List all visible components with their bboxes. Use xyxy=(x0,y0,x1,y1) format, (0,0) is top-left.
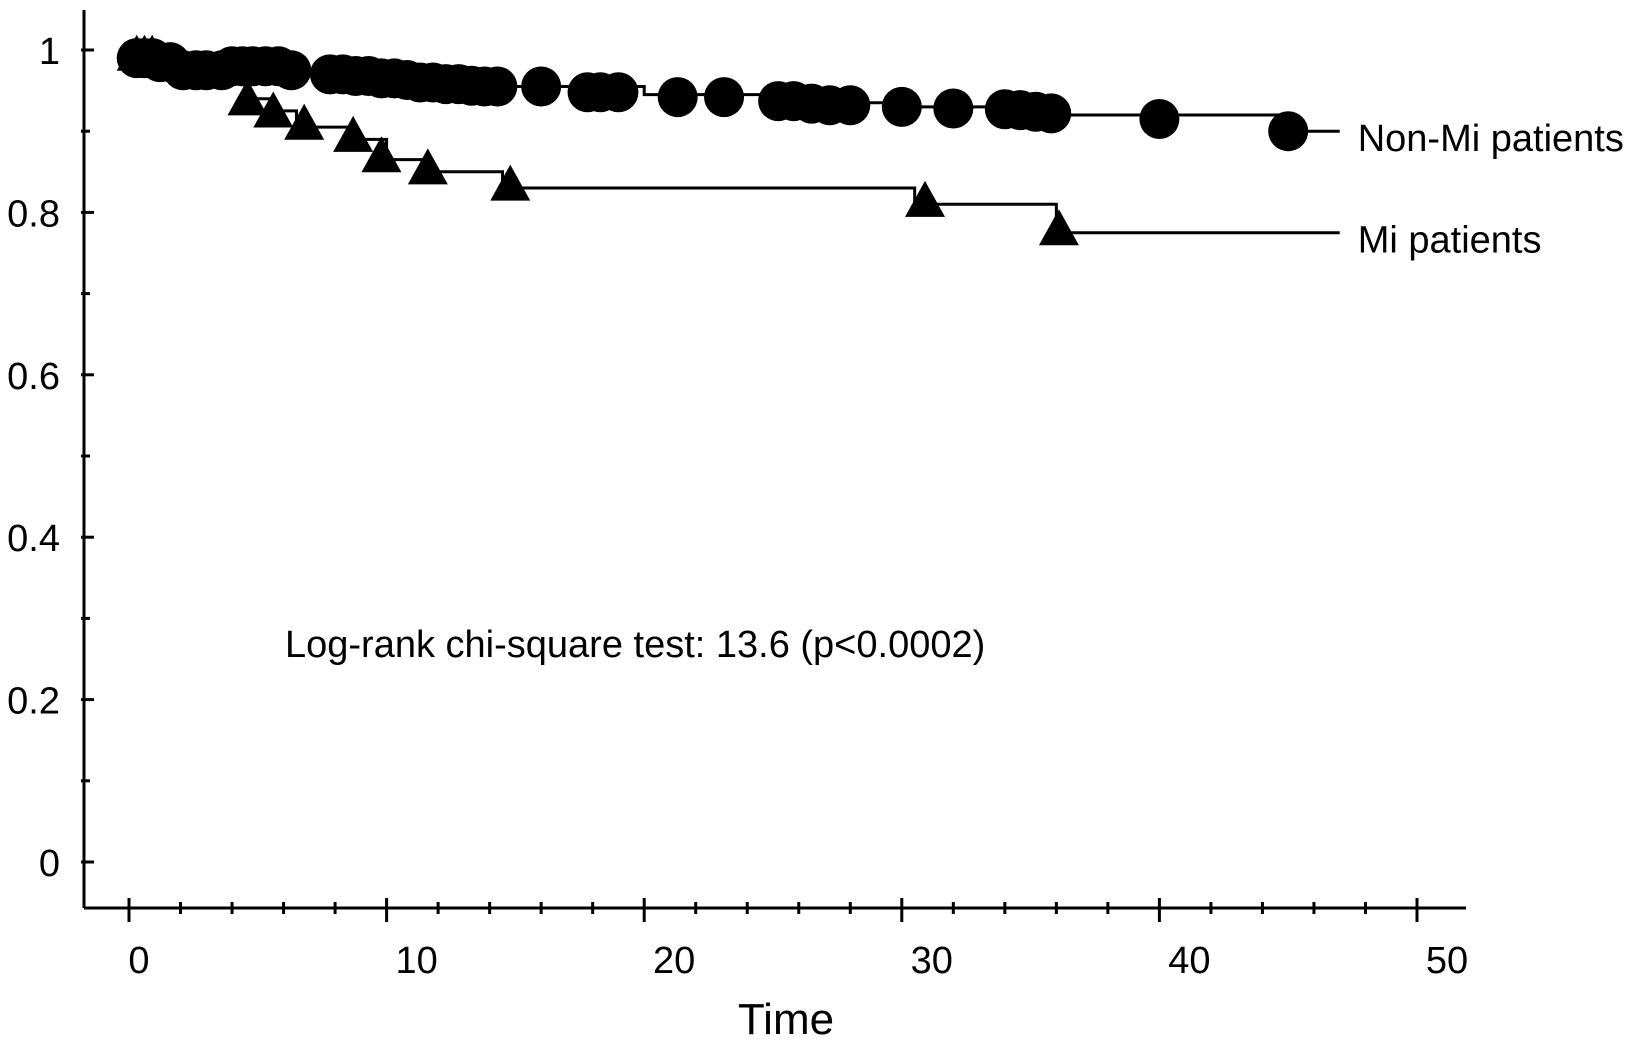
triangle-marker xyxy=(333,115,374,152)
circle-marker xyxy=(598,72,639,113)
triangle-marker xyxy=(227,79,268,116)
circle-marker xyxy=(271,50,312,91)
circle-marker xyxy=(1139,99,1180,140)
y-tick-label: 0.2 xyxy=(7,681,60,723)
circle-marker xyxy=(657,77,698,118)
circle-marker xyxy=(704,77,745,118)
x-tick-label: 50 xyxy=(1426,940,1468,982)
x-tick-label: 10 xyxy=(395,940,437,982)
x-tick-label: 20 xyxy=(653,940,695,982)
circle-marker xyxy=(830,85,871,126)
plot-area xyxy=(116,34,1340,246)
x-axis-title: Time xyxy=(738,995,834,1044)
x-tick-label: 40 xyxy=(1168,940,1210,982)
y-tick-label: 1 xyxy=(39,31,60,73)
circle-marker xyxy=(1268,111,1309,152)
circle-marker xyxy=(1031,93,1072,134)
x-tick-label: 0 xyxy=(128,940,149,982)
ticks: 00.20.40.60.810 10 20 30 40 50 xyxy=(7,31,1468,982)
y-tick-label: 0 xyxy=(39,843,60,885)
series-label-non-mi: Non-Mi patients xyxy=(1358,118,1624,160)
circle-marker xyxy=(477,66,518,107)
log-rank-annotation: Log-rank chi-square test: 13.6 (p<0.0002… xyxy=(285,624,985,666)
y-tick-label: 0.6 xyxy=(7,356,60,398)
series-label-mi: Mi patients xyxy=(1358,220,1542,262)
triangle-marker xyxy=(904,180,945,217)
y-tick-label: 0.8 xyxy=(7,193,60,235)
x-tick-label: 30 xyxy=(911,940,953,982)
y-tick-label: 0.4 xyxy=(7,518,60,560)
circle-marker xyxy=(521,66,562,107)
circle-marker xyxy=(933,88,974,129)
series-labels: Non-Mi patients Mi patients xyxy=(1358,118,1624,262)
triangle-marker xyxy=(490,164,531,201)
axes xyxy=(82,10,1466,910)
triangle-marker xyxy=(284,103,325,140)
triangle-marker xyxy=(361,136,402,173)
triangle-marker xyxy=(407,148,448,185)
triangle-marker xyxy=(1038,209,1079,246)
triangle-marker xyxy=(132,34,173,71)
circle-marker xyxy=(881,86,922,127)
triangle-marker xyxy=(253,91,294,128)
